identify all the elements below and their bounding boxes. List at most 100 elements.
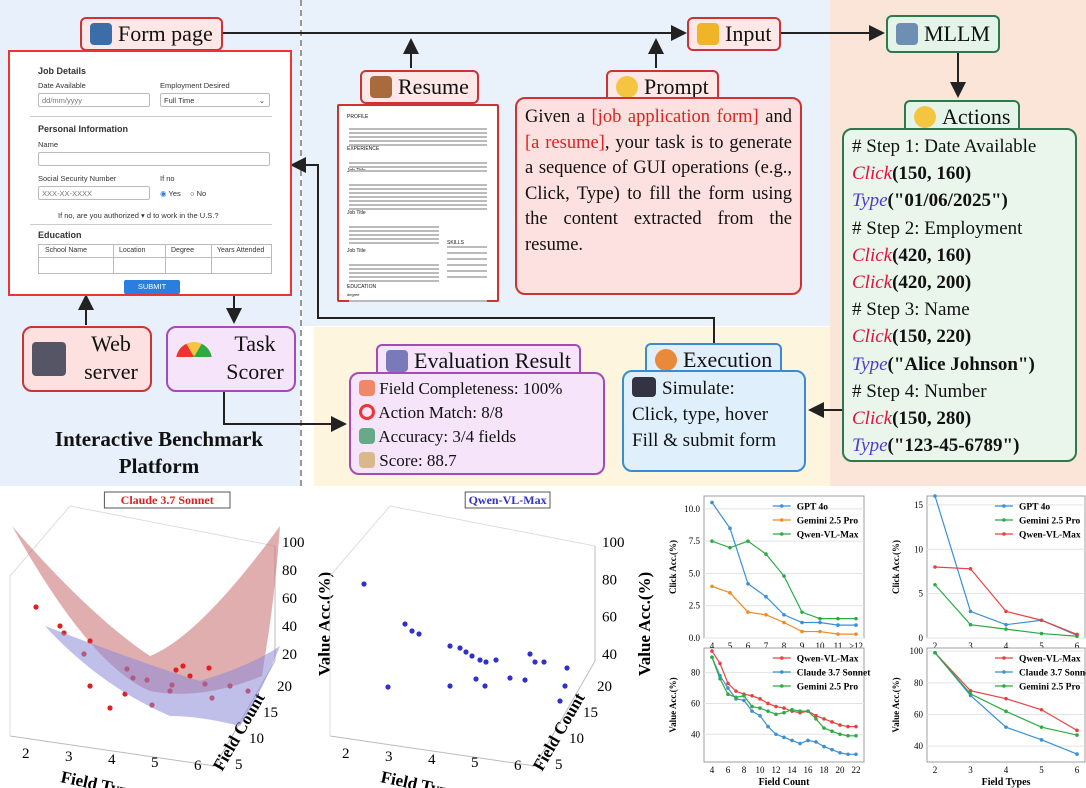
name-input[interactable] bbox=[38, 152, 270, 166]
data-point bbox=[968, 566, 973, 571]
web-server-box: Web server bbox=[22, 326, 152, 392]
employment-select[interactable]: Full Time ⌄ bbox=[160, 93, 270, 107]
legend-marker bbox=[780, 504, 784, 508]
prompt-highlight-resume: [a resume] bbox=[525, 132, 605, 153]
x-axis-label: Field Types bbox=[982, 777, 1031, 788]
exec-line3: Fill & submit form bbox=[632, 430, 777, 451]
fitted-surface bbox=[45, 626, 280, 726]
action-step: Click(420, 160) bbox=[852, 242, 1067, 269]
form-page-label: Form page bbox=[118, 21, 213, 46]
data-point bbox=[87, 683, 93, 689]
data-point bbox=[846, 752, 850, 757]
y-tick: 40 bbox=[691, 729, 701, 739]
data-point bbox=[830, 747, 834, 752]
data-point bbox=[557, 698, 563, 704]
submit-button[interactable]: SUBMIT bbox=[124, 280, 180, 294]
resume-tag: Resume bbox=[360, 70, 479, 104]
legend-marker bbox=[1002, 656, 1006, 660]
action-step: Click(150, 280) bbox=[852, 405, 1067, 432]
data-point bbox=[818, 620, 822, 625]
action-step: # Step 1: Date Available bbox=[852, 133, 1067, 160]
x-tick: 18 bbox=[820, 765, 830, 775]
data-point bbox=[800, 620, 804, 625]
legend-label: GPT 4o bbox=[1019, 503, 1050, 513]
y-tick: 10.0 bbox=[684, 504, 700, 514]
legend-label: Gemini 2.5 Pro bbox=[797, 683, 859, 693]
legend-marker bbox=[1002, 504, 1006, 508]
data-point bbox=[774, 732, 778, 737]
y-tick: 60 bbox=[691, 698, 701, 708]
data-point bbox=[1075, 752, 1079, 756]
legend-label: Claude 3.7 Sonnet bbox=[797, 669, 871, 679]
data-point bbox=[726, 692, 730, 697]
actions-box: # Step 1: Date Available Click(150, 160) T… bbox=[842, 128, 1077, 462]
x-tick: 9 bbox=[800, 641, 805, 651]
x-tick: 16 bbox=[804, 765, 814, 775]
data-point bbox=[830, 729, 834, 733]
data-point bbox=[933, 582, 937, 587]
no-radio[interactable]: ○ No bbox=[190, 189, 207, 198]
lightbulb-icon bbox=[616, 76, 638, 98]
data-point bbox=[1004, 627, 1008, 631]
data-point bbox=[409, 628, 415, 634]
authorized-text-rest: d to work in the U.S.? bbox=[146, 211, 219, 220]
axis-line bbox=[329, 505, 391, 577]
data-point bbox=[968, 609, 973, 614]
y-tick: 10 bbox=[914, 544, 924, 554]
resume-line bbox=[349, 238, 439, 240]
data-point bbox=[1039, 631, 1044, 636]
action-args: (420, 200) bbox=[892, 272, 972, 294]
data-point bbox=[764, 612, 768, 617]
z-tick: 80 bbox=[282, 563, 297, 579]
z-tick: 40 bbox=[282, 619, 297, 635]
education-table: School Name Location Degree Years Attend… bbox=[38, 244, 272, 274]
z-tick: 100 bbox=[602, 535, 625, 551]
resume-line bbox=[447, 258, 487, 260]
data-point bbox=[782, 735, 786, 740]
resume-line bbox=[447, 270, 487, 272]
data-point bbox=[1039, 725, 1044, 729]
actions-label: Actions bbox=[942, 104, 1011, 129]
exec-simulate: Simulate: bbox=[632, 376, 796, 402]
x-tick: 4 bbox=[710, 641, 715, 651]
resume-line bbox=[349, 200, 487, 202]
x-tick: 10 bbox=[816, 641, 826, 651]
chevron-down-icon: ⌄ bbox=[258, 96, 265, 105]
data-point bbox=[806, 738, 810, 743]
legend-marker bbox=[1002, 684, 1006, 688]
x-tick: 14 bbox=[788, 765, 798, 775]
data-point bbox=[710, 655, 714, 660]
z-tick: 40 bbox=[602, 647, 617, 663]
ssn-input[interactable]: XXX-XX-XXXX bbox=[38, 186, 150, 200]
legend-label: Gemini 2.5 Pro bbox=[797, 517, 859, 527]
bar-chart-icon bbox=[359, 428, 375, 444]
authorized-question: If no, are you authorized ▾ d to work in… bbox=[58, 211, 219, 220]
date-available-input[interactable]: dd/mm/yyyy bbox=[38, 93, 150, 107]
x-tick: 10 bbox=[756, 765, 766, 775]
resume-line bbox=[349, 300, 487, 302]
resume-line bbox=[349, 264, 439, 266]
data-point bbox=[728, 526, 732, 531]
data-point bbox=[798, 709, 802, 713]
legend-label: Gemini 2.5 Pro bbox=[1019, 517, 1081, 527]
yes-radio[interactable]: ◉ Yes bbox=[160, 189, 181, 198]
x-tick: 5 bbox=[1039, 765, 1044, 775]
prompt-label: Prompt bbox=[644, 74, 709, 99]
exec-line2: Click, type, hover bbox=[632, 404, 769, 425]
data-point bbox=[564, 665, 570, 671]
data-point bbox=[746, 539, 750, 543]
resume-document: PROFILE EXPERIENCE Job Title Job Title J… bbox=[337, 104, 499, 302]
data-point bbox=[477, 657, 483, 663]
data-point bbox=[836, 632, 840, 636]
action-step: Type("Alice Johnson") bbox=[852, 351, 1067, 378]
data-point bbox=[562, 683, 568, 689]
x-tick: 5 bbox=[151, 755, 159, 771]
task-scorer-box: Task Scorer bbox=[166, 326, 296, 392]
data-point bbox=[836, 616, 840, 621]
evaluation-label: Evaluation Result bbox=[414, 348, 572, 373]
form-page-mock: Job Details Date Available dd/mm/yyyy Em… bbox=[8, 50, 292, 296]
data-point bbox=[800, 610, 804, 614]
flow-arrows bbox=[78, 25, 966, 432]
resume-education: EDUCATION bbox=[347, 284, 377, 290]
eval-action-match: Action Match: 8/8 bbox=[359, 401, 595, 425]
